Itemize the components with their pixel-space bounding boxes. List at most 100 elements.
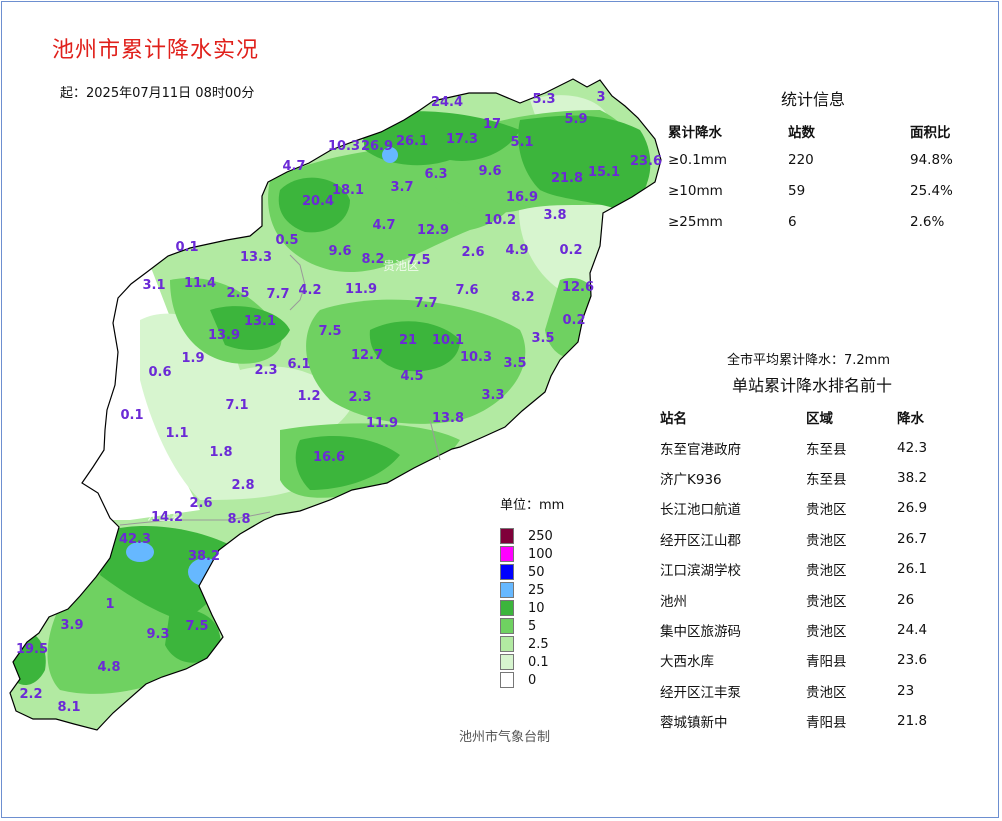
station-value-label: 3 [596, 90, 605, 105]
ranking-row: 集中区旅游码 贵池区 24.4 [660, 615, 947, 645]
ranking-cell: 21.8 [897, 713, 928, 730]
stats-title: 统计信息 [781, 90, 846, 109]
legend-unit: 单位：mm [500, 498, 565, 513]
station-value-label: 9.6 [478, 164, 501, 179]
ranking-cell: 26 [897, 591, 915, 608]
legend-label: 25 [528, 582, 545, 598]
station-value-label: 23.6 [630, 154, 662, 169]
legend-item: 100 [500, 545, 553, 563]
station-value-label: 26.1 [396, 134, 428, 149]
ranking-row: 长江池口航道 贵池区 26.9 [660, 493, 947, 523]
stats-cell: 6 [788, 213, 797, 230]
station-value-label: 4.5 [400, 369, 423, 384]
station-value-label: 10.3 [460, 350, 492, 365]
station-value-label: 11.9 [345, 282, 377, 297]
station-value-label: 4.7 [372, 218, 395, 233]
ranking-row: 蓉城镇新中 青阳县 21.8 [660, 706, 947, 736]
stats-cell: 25.4% [910, 182, 953, 199]
map-title: 池州市累计降水实况 [52, 38, 260, 63]
station-value-label: 0.1 [175, 240, 198, 255]
station-value-label: 6.3 [424, 167, 447, 182]
ranking-cell: 东至县 [806, 471, 847, 488]
ranking-cell: 青阳县 [806, 715, 847, 732]
legend-swatch [500, 564, 514, 580]
station-value-label: 0.2 [559, 243, 582, 258]
ranking-cell: 26.9 [897, 500, 928, 517]
stats-row: ≥0.1mm 220 94.8% [668, 144, 970, 175]
legend-label: 5 [528, 618, 537, 634]
legend-swatch [500, 618, 514, 634]
station-value-label: 2.8 [231, 478, 254, 493]
ranking-cell: 38.2 [897, 469, 928, 486]
ranking-cell: 池州 [660, 593, 687, 610]
station-value-label: 3.9 [60, 618, 83, 633]
station-value-label: 9.3 [146, 627, 169, 642]
station-value-label: 0.6 [148, 365, 171, 380]
station-value-label: 38.2 [188, 549, 220, 564]
stats-header: 站数 [788, 125, 815, 141]
station-value-label: 2.5 [226, 286, 249, 301]
station-value-label: 4.7 [282, 159, 305, 174]
stats-cell: 59 [788, 182, 806, 199]
station-value-label: 21 [399, 333, 417, 348]
station-value-label: 6.1 [287, 357, 310, 372]
ranking-cell: 42.3 [897, 439, 928, 456]
station-value-label: 15.1 [588, 165, 620, 180]
ranking-row: 大西水库 青阳县 23.6 [660, 645, 947, 675]
station-value-label: 10.3 [328, 139, 360, 154]
stats-header: 面积比 [910, 125, 951, 141]
station-value-label: 10.2 [484, 213, 516, 228]
ranking-cell: 贵池区 [806, 563, 847, 580]
station-value-label: 8.8 [227, 512, 250, 527]
station-value-label: 13.9 [208, 328, 240, 343]
legend-item: 10 [500, 599, 553, 617]
station-value-label: 9.6 [328, 244, 351, 259]
station-value-label: 3.8 [543, 208, 566, 223]
ranking-cell: 集中区旅游码 [660, 623, 741, 640]
station-value-label: 5.1 [510, 135, 533, 150]
legend-item: 0 [500, 671, 553, 689]
legend-item: 250 [500, 527, 553, 545]
legend-swatch [500, 600, 514, 616]
legend-swatch [500, 546, 514, 562]
station-value-label: 5.3 [532, 92, 555, 107]
ranking-cell: 贵池区 [806, 684, 847, 701]
station-value-label: 26.9 [361, 139, 393, 154]
ranking-title: 单站累计降水排名前十 [732, 376, 893, 395]
ranking-header: 区域 [806, 411, 833, 428]
legend-item: 2.5 [500, 635, 553, 653]
station-value-label: 0.1 [120, 408, 143, 423]
station-value-label: 0.2 [562, 313, 585, 328]
station-value-label: 0.5 [275, 233, 298, 248]
stats-cell: ≥0.1mm [668, 151, 728, 168]
ranking-cell: 大西水库 [660, 654, 714, 671]
station-value-label: 12.6 [562, 280, 594, 295]
ranking-row: 济广K936 东至县 38.2 [660, 463, 947, 493]
station-value-label: 2.3 [254, 363, 277, 378]
station-value-label: 42.3 [119, 532, 151, 547]
station-value-label: 16.6 [313, 450, 345, 465]
station-value-label: 2.6 [189, 496, 212, 511]
station-value-label: 17.3 [446, 132, 478, 147]
station-value-label: 8.2 [361, 252, 384, 267]
ranking-cell: 东至县 [806, 441, 847, 458]
station-value-label: 24.4 [431, 95, 463, 110]
station-value-label: 13.1 [244, 314, 276, 329]
ranking-cell: 23 [897, 682, 915, 699]
stats-cell: 220 [788, 151, 814, 168]
ranking-cell: 贵池区 [806, 623, 847, 640]
ranking-cell: 蓉城镇新中 [660, 715, 728, 732]
ranking-table: 站名 区域 降水 东至官港政府 东至县 42.3 济广K936 东至县 38.2 长江池… [660, 402, 947, 736]
stats-cell: ≥25mm [668, 213, 723, 230]
station-value-label: 3.5 [531, 331, 554, 346]
ranking-cell: 东至官港政府 [660, 441, 741, 458]
station-value-label: 14.2 [151, 510, 183, 525]
ranking-cell: 经开区江丰泵 [660, 684, 741, 701]
average-rainfall: 全市平均累计降水：7.2mm [727, 353, 891, 368]
legend-item: 5 [500, 617, 553, 635]
ranking-cell: 江口滨湖学校 [660, 563, 741, 580]
legend-item: 0.1 [500, 653, 553, 671]
start-time: 起：2025年07月11日 08时00分 [60, 86, 255, 101]
station-value-label: 19.5 [16, 642, 48, 657]
